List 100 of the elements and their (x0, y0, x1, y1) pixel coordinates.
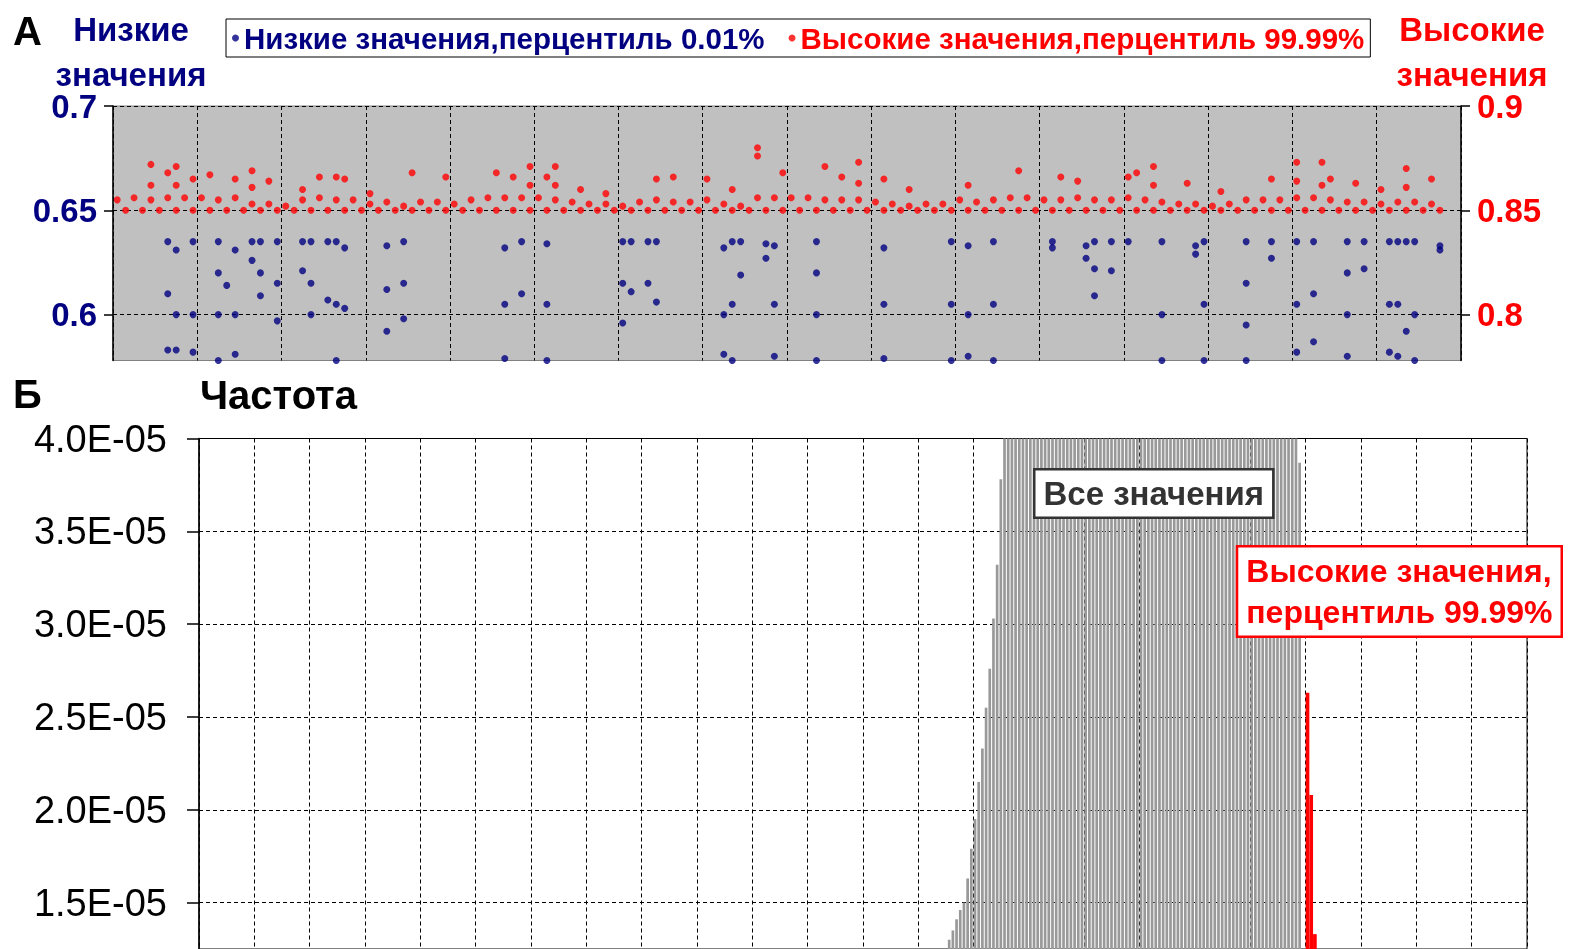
legend-label: Высокие значения,перцентиль 99.99% (800, 21, 1365, 55)
point (720, 244, 728, 252)
point (1385, 300, 1393, 308)
point (1394, 352, 1402, 360)
point (1091, 265, 1099, 273)
point (728, 185, 736, 193)
point (964, 181, 972, 189)
point (248, 167, 256, 175)
point (1402, 327, 1410, 335)
point (762, 254, 770, 262)
point (248, 256, 256, 264)
point (1217, 188, 1225, 196)
point (1124, 173, 1132, 181)
point (1048, 244, 1056, 252)
point (812, 238, 820, 246)
point (602, 190, 610, 198)
point (332, 238, 340, 246)
point (1394, 238, 1402, 246)
point (189, 311, 197, 319)
point (1183, 179, 1191, 187)
point (223, 281, 231, 289)
point (1015, 167, 1023, 175)
point (1310, 338, 1318, 346)
point (147, 181, 155, 189)
point (669, 173, 677, 181)
point (1091, 238, 1099, 246)
point (1411, 311, 1419, 319)
point (543, 357, 551, 364)
point (1107, 267, 1115, 275)
point (855, 158, 863, 166)
point (1385, 238, 1393, 246)
point (644, 279, 652, 287)
point (172, 181, 180, 189)
point (964, 352, 972, 360)
point (1428, 175, 1436, 183)
point (408, 169, 416, 177)
point (619, 238, 627, 246)
point (400, 315, 408, 323)
point (231, 246, 239, 254)
point (1149, 163, 1157, 170)
point (332, 173, 340, 181)
point (543, 173, 551, 181)
point (265, 177, 273, 185)
point (1293, 300, 1301, 308)
point (1402, 238, 1410, 246)
point (1360, 238, 1368, 246)
point (1242, 321, 1250, 329)
y2-tick-label: 0.8 (1477, 296, 1523, 334)
point (989, 300, 997, 308)
point (1242, 357, 1250, 364)
point (770, 352, 778, 360)
point (779, 169, 787, 177)
point (1293, 158, 1301, 166)
point (1124, 238, 1132, 246)
point (1411, 238, 1419, 246)
point (1326, 175, 1334, 183)
point (1200, 357, 1208, 364)
point (307, 311, 315, 319)
point (1267, 175, 1275, 183)
point (652, 298, 660, 306)
point (812, 311, 820, 319)
point (619, 319, 627, 327)
point (964, 242, 972, 250)
point (720, 311, 728, 319)
point (728, 300, 736, 308)
y2-tick-label: 0.85 (1477, 191, 1542, 229)
point (652, 238, 660, 246)
point (501, 300, 509, 308)
point (577, 185, 585, 193)
point (256, 292, 264, 300)
chart-title: А (13, 9, 42, 53)
point (737, 271, 745, 279)
point (206, 171, 214, 179)
point (164, 346, 172, 354)
point (172, 346, 180, 354)
point (341, 175, 349, 183)
point (231, 350, 239, 358)
point (1158, 357, 1166, 364)
y-tick-label: 0.65 (32, 191, 97, 229)
point (551, 181, 559, 189)
point (341, 244, 349, 252)
point (1267, 238, 1275, 246)
point (1293, 348, 1301, 356)
point (172, 163, 180, 170)
chart-title: Б (13, 372, 42, 416)
point (1149, 181, 1157, 189)
point (1091, 292, 1099, 300)
y-tick-label: 2.0E-05 (33, 788, 167, 831)
point (256, 269, 264, 277)
point (1352, 179, 1360, 187)
point (947, 300, 955, 308)
point (1385, 348, 1393, 356)
point (762, 240, 770, 248)
point (307, 279, 315, 287)
point (812, 269, 820, 277)
y-tick-label: 0.6 (51, 296, 97, 334)
point (1293, 238, 1301, 246)
point (821, 163, 829, 170)
point (400, 238, 408, 246)
point (1343, 269, 1351, 277)
